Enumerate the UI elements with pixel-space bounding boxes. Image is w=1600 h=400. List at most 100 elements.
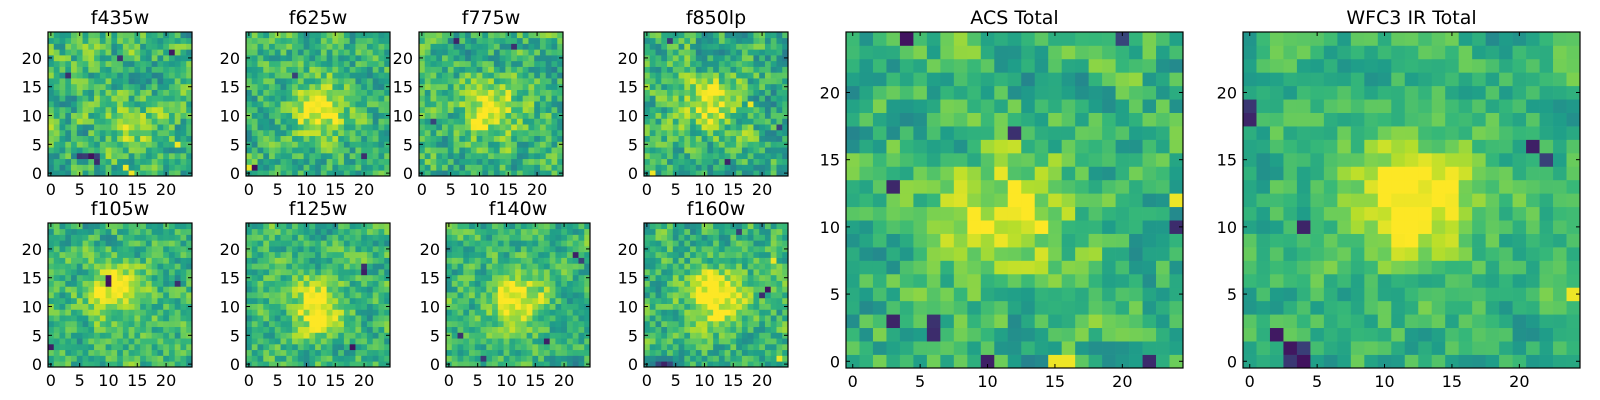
heatmap-cell <box>770 135 777 142</box>
heatmap-cell <box>505 72 512 79</box>
heatmap-cell <box>94 135 101 142</box>
x-tick-label: 15 <box>498 180 518 199</box>
heatmap-cell <box>528 106 535 113</box>
heatmap-cell <box>701 152 708 160</box>
heatmap-cell <box>378 292 385 299</box>
heatmap-cell <box>684 280 691 287</box>
heatmap-cell <box>355 141 362 148</box>
heatmap-cell <box>578 263 585 270</box>
heatmap-cell <box>355 246 362 253</box>
heatmap-cell <box>534 60 541 67</box>
heatmap-cell <box>168 223 176 230</box>
heatmap-cell <box>94 349 101 356</box>
heatmap-cell <box>655 83 662 90</box>
heatmap-cell <box>320 320 327 328</box>
heatmap-cell <box>713 315 720 322</box>
heatmap-cell <box>667 332 674 339</box>
heatmap-cell <box>509 240 516 247</box>
heatmap-cell <box>493 37 500 44</box>
heatmap-cell <box>257 332 264 339</box>
heatmap-cell <box>724 66 731 73</box>
heatmap-cell <box>361 320 368 328</box>
heatmap-cell <box>424 83 431 90</box>
heatmap-cell <box>128 280 135 287</box>
heatmap-cell <box>263 338 270 345</box>
heatmap-cell <box>707 355 714 362</box>
heatmap-cell <box>684 135 691 142</box>
y-tick-label: 15 <box>22 269 42 288</box>
heatmap-cell <box>134 118 141 125</box>
heatmap-cell <box>303 343 310 351</box>
y-tick-label: 5 <box>628 135 638 154</box>
heatmap-cell <box>667 355 674 362</box>
x-tick-label: 15 <box>325 180 345 199</box>
heatmap-cell <box>151 72 158 79</box>
heatmap-cell <box>263 320 270 328</box>
heatmap-cell <box>451 228 458 235</box>
heatmap-cell <box>145 332 153 339</box>
heatmap-cell <box>117 135 124 142</box>
heatmap-cell <box>297 89 304 96</box>
heatmap-cell <box>459 170 466 177</box>
heatmap-cell <box>459 118 466 125</box>
heatmap-cell <box>561 274 568 281</box>
heatmap-cell <box>538 349 545 356</box>
heatmap-cell <box>315 361 322 368</box>
heatmap-cell <box>53 349 60 356</box>
heatmap-cell <box>465 124 472 131</box>
heatmap-cell <box>678 78 685 85</box>
heatmap-cell <box>180 106 187 113</box>
heatmap-cell <box>71 112 78 119</box>
heatmap-cell <box>549 280 556 287</box>
heatmap-cell <box>419 135 426 142</box>
heatmap-cell <box>764 66 772 73</box>
heatmap-cell <box>361 309 368 316</box>
heatmap-cell <box>309 251 316 258</box>
heatmap-cell <box>128 170 135 177</box>
heatmap-cell <box>551 170 558 177</box>
heatmap-cell <box>528 60 535 67</box>
heatmap-cell <box>99 326 106 333</box>
heatmap-cell <box>122 89 129 96</box>
heatmap-cell <box>168 292 176 299</box>
heatmap-cell <box>372 83 379 90</box>
heatmap-cell <box>770 158 777 165</box>
heatmap-cell <box>782 135 789 142</box>
heatmap-cell <box>538 223 545 230</box>
heatmap-cell <box>332 303 339 310</box>
heatmap-cell <box>163 326 170 333</box>
heatmap-cell <box>446 355 453 362</box>
heatmap-cell <box>349 95 356 102</box>
heatmap-cell <box>286 246 293 253</box>
heatmap-cell <box>572 320 579 328</box>
heatmap-cell <box>111 223 118 230</box>
heatmap-cell <box>522 43 529 50</box>
heatmap-cell <box>280 129 287 137</box>
heatmap-cell <box>332 320 339 328</box>
heatmap-cell <box>134 101 141 108</box>
heatmap-cell <box>520 286 527 293</box>
heatmap-cell <box>538 332 545 339</box>
heatmap-cell <box>724 89 731 96</box>
heatmap-cell <box>447 106 454 113</box>
heatmap-cell <box>105 309 112 316</box>
heatmap-cell <box>465 72 472 79</box>
heatmap-cell <box>315 101 322 108</box>
heatmap-cell <box>53 320 60 328</box>
heatmap-cell <box>157 141 164 148</box>
heatmap-cell <box>180 37 187 44</box>
heatmap-cell <box>690 280 697 287</box>
heatmap-cell <box>326 60 333 67</box>
heatmap-cell <box>332 164 339 171</box>
heatmap-cell <box>701 280 708 287</box>
heatmap-cell <box>251 32 258 39</box>
heatmap-cell <box>476 124 483 131</box>
heatmap-cell <box>465 141 472 148</box>
heatmap-cell <box>442 106 449 113</box>
heatmap-cell <box>326 234 333 241</box>
heatmap-cell <box>366 315 374 322</box>
heatmap-cell <box>655 158 662 165</box>
heatmap-cell <box>186 89 193 96</box>
heatmap-cell <box>538 320 545 328</box>
heatmap-cell <box>128 55 135 62</box>
